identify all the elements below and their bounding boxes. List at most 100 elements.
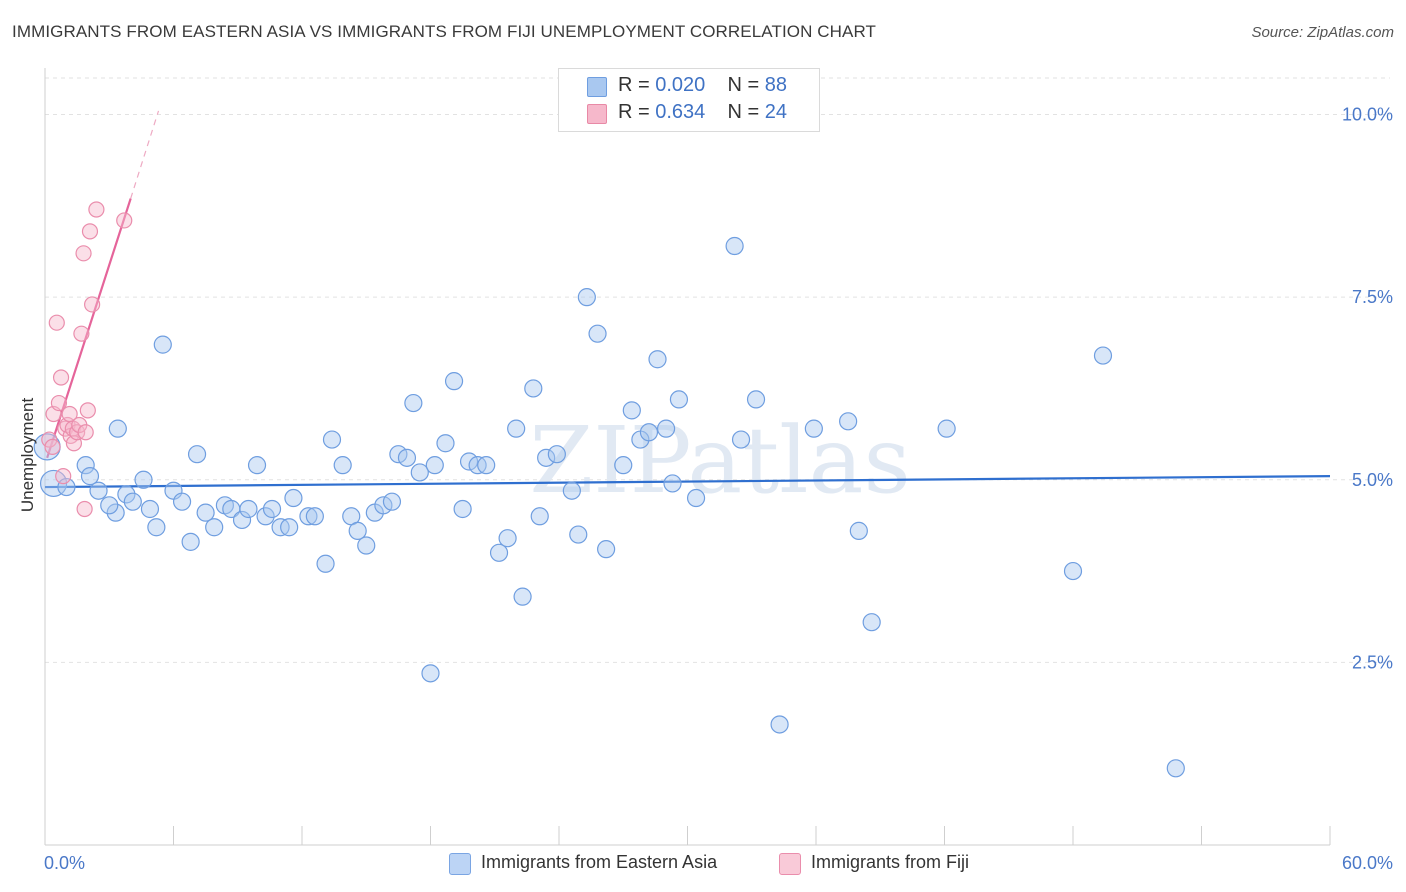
point-eastern-asia <box>262 499 282 519</box>
point-eastern-asia <box>1166 759 1185 778</box>
point-eastern-asia <box>569 525 588 544</box>
x-tick-label: 0.0% <box>44 853 85 873</box>
point-eastern-asia <box>232 510 252 530</box>
x-tick-label: 60.0% <box>1342 853 1393 873</box>
point-eastern-asia <box>256 507 275 526</box>
point-eastern-asia <box>639 423 659 442</box>
point-eastern-asia <box>280 518 299 537</box>
tick-labels: 2.5% 5.0% 7.5% 10.0% 0.0% 60.0% <box>44 105 1393 873</box>
point-eastern-asia <box>849 521 868 540</box>
point-fiji <box>52 369 70 386</box>
point-eastern-asia <box>537 448 556 467</box>
point-eastern-asia <box>134 470 153 489</box>
bottom-legend-swatch-eastern-asia <box>449 853 471 875</box>
point-fiji <box>50 394 68 412</box>
point-fiji <box>81 223 99 240</box>
point-eastern-asia <box>770 715 789 734</box>
point-eastern-asia <box>284 488 303 508</box>
point-eastern-asia <box>404 393 423 413</box>
point-eastern-asia <box>76 456 95 475</box>
point-eastern-asia <box>489 543 509 562</box>
point-eastern-asia <box>547 445 566 464</box>
point-eastern-asia <box>453 499 472 519</box>
point-eastern-asia <box>444 372 464 391</box>
point-eastern-asia <box>588 324 607 343</box>
point-fiji <box>88 201 105 218</box>
legend-n-label: N = <box>727 101 760 123</box>
point-eastern-asia <box>153 335 172 354</box>
trend-extension-fiji <box>130 110 160 199</box>
data-points <box>33 201 1185 778</box>
point-eastern-asia <box>117 485 136 504</box>
point-eastern-asia <box>123 492 142 511</box>
point-eastern-asia <box>663 474 682 493</box>
point-eastern-asia <box>648 350 667 369</box>
point-eastern-asia <box>436 434 455 453</box>
point-eastern-asia <box>348 521 367 540</box>
legend-n-value: 88 <box>764 74 788 96</box>
point-eastern-asia <box>656 419 676 438</box>
point-eastern-asia <box>839 412 858 431</box>
point-eastern-asia <box>498 529 517 548</box>
bottom-legend-label: Immigrants from Fiji <box>811 852 970 872</box>
point-eastern-asia <box>382 492 402 511</box>
y-axis-label: Unemployment <box>18 398 37 513</box>
bottom-legend-swatch-fiji <box>779 853 801 875</box>
point-eastern-asia <box>196 503 215 522</box>
point-eastern-asia <box>80 467 100 486</box>
point-eastern-asia <box>181 532 200 551</box>
y-tick-label: 5.0% <box>1352 470 1393 490</box>
point-eastern-asia <box>937 419 956 438</box>
y-tick-label: 7.5% <box>1352 287 1393 307</box>
source-credit: Source: ZipAtlas.com <box>1251 24 1394 41</box>
point-eastern-asia <box>316 554 335 573</box>
point-eastern-asia <box>669 390 689 409</box>
point-eastern-asia <box>804 419 823 438</box>
point-eastern-asia <box>686 488 706 508</box>
point-eastern-asia <box>106 503 125 522</box>
point-eastern-asia <box>507 419 526 438</box>
point-eastern-asia <box>562 481 581 500</box>
point-fiji <box>77 424 94 441</box>
point-eastern-asia <box>622 401 641 420</box>
point-eastern-asia <box>425 456 444 475</box>
point-eastern-asia <box>477 456 496 475</box>
legend-r-value: 0.634 <box>655 101 706 123</box>
point-eastern-asia <box>1063 561 1083 581</box>
gridlines <box>45 77 1390 663</box>
point-fiji <box>75 245 92 262</box>
point-eastern-asia <box>239 499 258 519</box>
point-fiji <box>116 212 133 229</box>
point-eastern-asia <box>862 613 881 632</box>
point-eastern-asia <box>187 445 207 464</box>
point-eastern-asia <box>421 664 440 683</box>
legend-swatch-eastern-asia <box>587 77 607 97</box>
point-eastern-asia <box>513 587 532 606</box>
point-eastern-asia <box>100 496 119 515</box>
y-tick-label: 10.0% <box>1342 105 1393 125</box>
correlation-legend: R = 0.020 N = 88 R = 0.634 N = 24 <box>558 68 820 132</box>
point-eastern-asia <box>108 419 127 438</box>
point-eastern-asia <box>247 456 267 475</box>
legend-n-label: N = <box>727 74 760 96</box>
point-eastern-asia <box>614 456 633 475</box>
point-fiji <box>73 325 90 342</box>
point-eastern-asia <box>140 499 160 519</box>
axes <box>44 68 1331 846</box>
point-fiji <box>76 500 93 518</box>
point-eastern-asia <box>205 518 224 537</box>
point-eastern-asia <box>524 379 543 398</box>
trend-line-eastern-asia <box>44 475 1331 489</box>
point-eastern-asia <box>322 430 342 449</box>
point-eastern-asia <box>333 456 352 475</box>
point-fiji <box>55 468 72 485</box>
chart-title: IMMIGRANTS FROM EASTERN ASIA VS IMMIGRAN… <box>12 22 877 41</box>
point-fiji <box>48 314 65 331</box>
point-eastern-asia <box>1093 346 1113 365</box>
point-eastern-asia <box>725 236 744 256</box>
point-eastern-asia <box>305 507 324 526</box>
point-eastern-asia <box>172 492 192 511</box>
legend-n-value: 24 <box>764 101 788 123</box>
point-fiji <box>79 402 96 419</box>
point-eastern-asia <box>89 481 108 500</box>
